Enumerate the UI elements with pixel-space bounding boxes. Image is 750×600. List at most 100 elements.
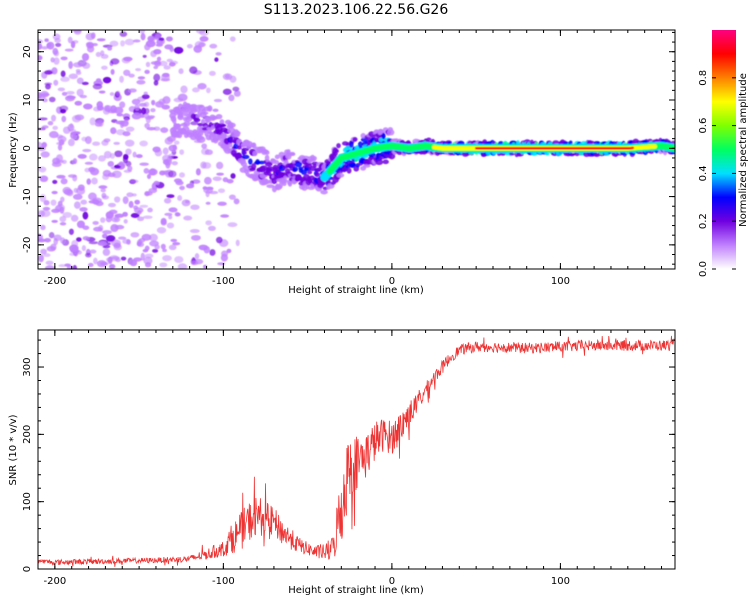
y-tick-label: -10	[22, 188, 33, 204]
spectral-blob	[227, 142, 233, 148]
spectral-blob	[193, 118, 201, 123]
spectral-blob	[77, 184, 85, 191]
spectral-blob	[194, 41, 205, 49]
spectral-blob	[45, 260, 54, 265]
spectral-blob	[95, 200, 104, 207]
x-tick-label: -200	[44, 576, 67, 587]
spectral-blob	[41, 141, 48, 148]
spectral-blob	[159, 262, 168, 268]
spectral-blob	[302, 155, 310, 159]
spectral-blob	[50, 57, 55, 63]
spectral-blob	[70, 214, 79, 222]
colorbar-tick-label: 0.4	[698, 165, 709, 181]
spectral-blob	[72, 193, 83, 200]
spectral-blob	[352, 137, 358, 142]
spectral-blob	[212, 176, 222, 182]
spectral-blob	[131, 112, 142, 120]
spectral-blob	[138, 237, 146, 243]
spectral-blob	[183, 120, 191, 127]
spectral-blob	[51, 67, 58, 75]
spectral-blob	[119, 31, 128, 37]
spectral-blob	[194, 253, 200, 260]
spectral-blob	[215, 236, 223, 244]
spectral-blob	[123, 56, 133, 62]
spectral-blob	[144, 122, 150, 129]
spectral-blob	[139, 140, 148, 147]
spectral-blob	[97, 155, 106, 162]
spectral-blob	[122, 155, 129, 164]
x-tick-label: 100	[551, 276, 570, 287]
spectral-blob	[139, 30, 146, 34]
spectral-blob	[67, 138, 75, 147]
spectral-blob	[215, 52, 222, 56]
spectral-blob	[163, 65, 171, 70]
spectral-blob	[83, 103, 93, 110]
spectral-blob	[190, 121, 199, 126]
spectral-blob	[67, 174, 77, 178]
spectral-blob	[94, 121, 103, 127]
spectral-blob	[55, 42, 62, 48]
spectral-blob	[349, 141, 354, 148]
spectral-blob	[98, 185, 108, 189]
spectral-blob	[125, 126, 135, 132]
spectral-blob	[149, 240, 159, 247]
spectral-blob	[200, 161, 207, 169]
spectral-blob	[53, 79, 59, 86]
spectral-blob	[152, 248, 159, 253]
spectral-blob	[118, 161, 126, 167]
spectral-blob	[60, 70, 66, 78]
spectral-blob	[217, 188, 226, 194]
spectral-blob	[143, 168, 150, 174]
spectral-blob	[89, 117, 96, 126]
spectral-blob	[59, 206, 65, 214]
spectral-blob	[98, 90, 106, 94]
spectral-blob	[271, 177, 278, 185]
spectral-blob	[62, 212, 72, 218]
spectral-blob	[48, 96, 56, 103]
spectral-blob	[72, 265, 78, 269]
spectral-blob	[92, 141, 101, 146]
spectral-blob	[158, 37, 165, 42]
spectral-blob	[143, 256, 153, 265]
spectral-blob	[205, 189, 210, 198]
spectral-blob	[76, 237, 82, 242]
spectral-blob	[197, 83, 207, 90]
spectrogram-xlabel: Height of straight line (km)	[288, 285, 424, 296]
spectral-blob	[175, 180, 184, 186]
spectral-blob	[132, 39, 141, 43]
spectral-blob	[122, 196, 129, 205]
spectral-blob	[51, 190, 58, 195]
spectral-blob	[232, 86, 240, 92]
spectral-blob	[44, 70, 53, 75]
spectral-blob	[164, 212, 173, 216]
spectral-blob	[52, 179, 58, 184]
spectral-blob	[156, 226, 167, 234]
spectral-blob	[229, 36, 236, 42]
spectral-blob	[128, 88, 137, 93]
spectral-blob	[101, 195, 110, 200]
spectral-blob	[259, 165, 268, 172]
spectral-blob	[68, 73, 78, 80]
spectral-blob	[166, 194, 175, 199]
spectral-blob	[264, 154, 270, 162]
spectral-blob	[131, 98, 141, 105]
spectral-blob	[298, 166, 304, 171]
spectral-blob	[156, 56, 162, 62]
spectral-blob	[137, 76, 146, 80]
spectral-blob	[76, 88, 84, 97]
spectral-blob	[125, 148, 132, 156]
spectral-blob	[334, 149, 339, 153]
spectral-blob	[52, 125, 59, 131]
spectral-blob	[122, 131, 131, 137]
y-tick-label: 20	[22, 45, 33, 58]
spectral-blob	[169, 60, 178, 65]
spectral-blob	[124, 139, 135, 147]
spectral-blob	[192, 104, 197, 109]
spectral-blob	[143, 101, 150, 108]
colorbar-tick-label: 0.8	[698, 70, 709, 86]
spectral-blob	[147, 207, 153, 213]
spectral-blob	[85, 42, 91, 46]
spectral-blob	[142, 248, 149, 253]
